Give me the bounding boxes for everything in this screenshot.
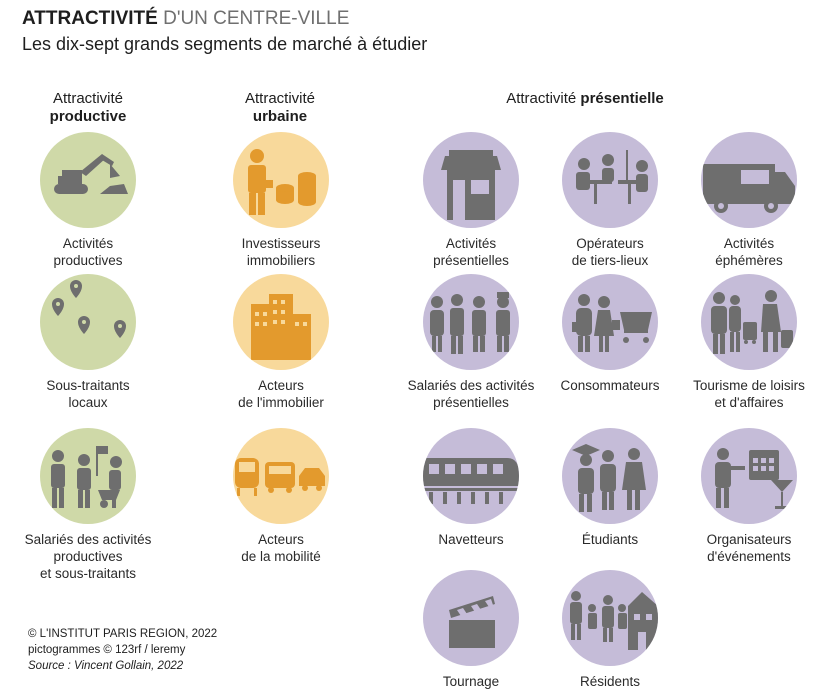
excavator-icon (40, 132, 136, 228)
train-icon (423, 428, 519, 524)
segment-etudiants: Étudiants (525, 428, 695, 548)
segment-label: Tournage (442, 674, 500, 689)
clapperboard-icon (423, 570, 519, 666)
segment-salaries-productives: Salariés des activités productives et so… (3, 428, 173, 582)
segment-activites-presentielles: Activités présentielles (386, 132, 556, 269)
shopping-cart-icon (562, 274, 658, 370)
family-house-icon (562, 570, 658, 666)
source-text: Source : Vincent Gollain, 2022 (28, 660, 184, 672)
students-icon (562, 428, 658, 524)
shop-icon (423, 132, 519, 228)
segment-salaries-presentielles: Salariés des activités présentielles (386, 274, 556, 411)
column-heading-bold: urbaine (252, 108, 308, 125)
travelers-luggage-icon (701, 274, 797, 370)
segment-label: Organisateurs d'événements (706, 532, 792, 564)
segment-label: Acteurs de la mobilité (241, 532, 321, 564)
transport-vehicles-icon (233, 428, 329, 524)
column-heading-prefix: Attractivité (52, 90, 124, 107)
segment-organisateurs: Organisateurs d'événements (664, 428, 828, 565)
event-calendar-icon (701, 428, 797, 524)
segment-label: Investisseurs immobiliers (241, 236, 321, 268)
column-heading-productive: Attractivité productive (38, 90, 138, 126)
title-rest: D'UN CENTRE-VILLE (157, 8, 350, 29)
page-title: ATTRACTIVITÉ D'UN CENTRE-VILLE (22, 8, 349, 30)
food-truck-icon (701, 132, 797, 228)
employees-icon (423, 274, 519, 370)
column-heading-bold: productive (49, 108, 127, 125)
segment-tourisme: Tourisme de loisirs et d'affaires (664, 274, 828, 411)
segment-label: Opérateurs de tiers-lieux (571, 236, 649, 268)
column-heading-urbaine: Attractivité urbaine (230, 90, 330, 126)
segment-acteurs-immobilier: Acteurs de l'immobilier (196, 274, 366, 411)
segment-label: Consommateurs (560, 378, 660, 393)
segment-tiers-lieux: Opérateurs de tiers-lieux (525, 132, 695, 269)
pictograms-credit: pictogrammes © 123rf / leremy (28, 644, 186, 656)
column-heading-prefix: Attractivité (506, 90, 581, 107)
segment-residents: Résidents (525, 570, 695, 690)
copyright-text: © L'INSTITUT PARIS REGION, 2022 (28, 628, 218, 640)
column-heading-presentielle: Attractivité présentielle (480, 90, 690, 108)
coworking-icon (562, 132, 658, 228)
segment-label: Acteurs de l'immobilier (238, 378, 324, 410)
investor-coins-icon (233, 132, 329, 228)
column-heading-bold: présentielle (580, 90, 664, 107)
segment-label: Salariés des activités présentielles (407, 378, 535, 410)
segment-navetteurs: Navetteurs (386, 428, 556, 548)
segment-label: Navetteurs (438, 532, 504, 547)
title-bold: ATTRACTIVITÉ (22, 8, 158, 29)
segment-label: Tourisme de loisirs et d'affaires (693, 378, 805, 410)
column-heading-prefix: Attractivité (244, 90, 316, 107)
workers-icon (40, 428, 136, 524)
segment-tournage: Tournage (386, 570, 556, 690)
map-pins-icon (40, 274, 136, 370)
segment-investisseurs: Investisseurs immobiliers (196, 132, 366, 269)
segment-label: Sous-traitants locaux (46, 378, 130, 410)
segment-label: Activités éphémères (715, 236, 783, 268)
segment-activites-productives: Activités productives (3, 132, 173, 269)
segment-ephemeres: Activités éphémères (664, 132, 828, 269)
page-subtitle: Les dix-sept grands segments de marché à… (22, 34, 428, 54)
segment-label: Étudiants (581, 532, 639, 547)
segment-consommateurs: Consommateurs (525, 274, 695, 394)
credits: © L'INSTITUT PARIS REGION, 2022 pictogra… (28, 626, 217, 674)
segment-label: Résidents (579, 674, 641, 689)
buildings-icon (233, 274, 329, 370)
segment-sous-traitants: Sous-traitants locaux (3, 274, 173, 411)
segment-label: Activités productives (53, 236, 123, 268)
segment-label: Activités présentielles (433, 236, 509, 268)
segment-acteurs-mobilite: Acteurs de la mobilité (196, 428, 366, 565)
segment-label: Salariés des activités productives et so… (24, 532, 152, 581)
